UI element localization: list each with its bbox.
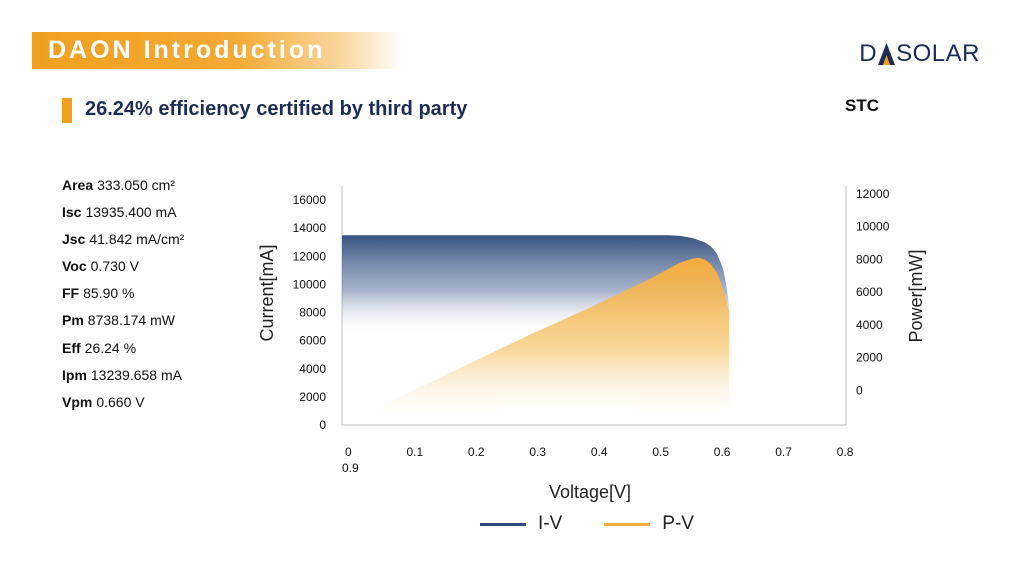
parameter-label: Jsc	[62, 231, 86, 248]
parameter-eff: Eff 26.24 %	[62, 340, 184, 367]
x-tick-label: 0.7	[775, 445, 792, 459]
y2-tick-label: 10000	[856, 220, 890, 234]
parameter-value: 333.050 cm²	[97, 177, 175, 193]
legend-swatch	[480, 522, 526, 526]
parameter-value: 0.660 V	[96, 393, 145, 410]
y-tick-label: 12000	[293, 249, 327, 263]
legend-swatch	[604, 522, 651, 526]
legend-label: I-V	[538, 513, 563, 534]
parameter-jsc: Jsc 41.842 mA/cm²	[62, 231, 184, 258]
x-tick-label: 0.8	[837, 445, 854, 459]
parameter-label: FF	[62, 285, 80, 302]
logo-letter-d: D	[859, 40, 878, 67]
y-tick-label: 14000	[293, 221, 327, 235]
series-iv-area	[342, 235, 730, 360]
y-tick-label: 10000	[293, 277, 327, 291]
y2-tick-label: 4000	[856, 318, 883, 332]
x-tick-label: 0.2	[468, 445, 485, 459]
y-tick-label: 8000	[299, 306, 326, 320]
page-title: DAON Introduction	[48, 36, 326, 64]
x-tick-label: 0	[345, 445, 352, 459]
parameter-value: 0.730 V	[90, 258, 139, 275]
parameter-label: Eff	[62, 339, 81, 356]
parameter-isc: Isc 13935.400 mA	[62, 204, 184, 231]
parameter-list: Area 333.050 cm² Isc 13935.400 mA Jsc 41.842 …	[62, 177, 184, 421]
parameter-pm: Pm 8738.174 mW	[62, 312, 184, 339]
parameter-ipm: Ipm 13239.658 mA	[62, 367, 184, 394]
chart-legend: I-V P-V	[480, 513, 736, 535]
x-tick-label: 0.6	[714, 445, 731, 459]
parameter-label: Ipm	[62, 366, 87, 383]
parameter-value: 13239.658 mA	[90, 366, 182, 383]
x-tick-label: 0.5	[652, 445, 669, 459]
x-tick-label: 0.3	[529, 445, 546, 459]
y-tick-label: 0	[319, 418, 326, 432]
y2-tick-label: 8000	[856, 252, 883, 266]
parameter-value: 26.24 %	[84, 339, 137, 356]
parameter-label: Pm	[62, 312, 84, 329]
logo-text-solar: SOLAR	[896, 40, 980, 67]
y-tick-label: 6000	[299, 334, 326, 348]
parameter-label: Isc	[62, 204, 82, 221]
x-tick-label-extra: 0.9	[342, 461, 359, 475]
legend-item-p-v: P-V	[604, 513, 694, 535]
condition-label: STC	[845, 96, 879, 115]
logo-a-mark	[878, 43, 896, 65]
header-bar	[32, 32, 402, 69]
parameter-label: Area	[62, 177, 94, 193]
parameter-value: 8738.174 mW	[87, 312, 175, 329]
parameter-area: Area 333.050 cm²	[62, 177, 184, 204]
parameter-value: 85.90 %	[83, 285, 135, 302]
y-tick-label: 2000	[299, 390, 326, 404]
company-logo: D SOLAR	[859, 40, 980, 68]
parameter-value: 13935.400 mA	[85, 204, 177, 221]
y-axis-label: Current[mA]	[257, 244, 277, 341]
parameter-ff: FF 85.90 %	[62, 285, 184, 312]
y2-tick-label: 0	[856, 383, 863, 397]
legend-label: P-V	[662, 513, 694, 534]
parameter-label: Voc	[62, 258, 87, 275]
x-tick-label: 0.1	[406, 445, 423, 459]
y2-tick-label: 12000	[856, 187, 890, 201]
y-tick-label: 4000	[299, 362, 326, 376]
parameter-voc: Voc 0.730 V	[62, 258, 184, 285]
subtitle-marker	[62, 98, 72, 123]
y2-axis-label: Power[mW]	[906, 249, 926, 342]
parameter-vpm: Vpm 0.660 V	[62, 394, 184, 421]
y2-tick-label: 6000	[856, 285, 883, 299]
subtitle: 26.24% efficiency certified by third par…	[85, 98, 468, 120]
x-tick-label: 0.4	[591, 445, 608, 459]
parameter-value: 41.842 mA/cm²	[89, 231, 185, 248]
y2-tick-label: 2000	[856, 351, 883, 365]
parameter-label: Vpm	[62, 393, 93, 410]
x-axis-label: Voltage[V]	[549, 482, 631, 502]
series-pv-area	[342, 257, 730, 425]
legend-item-i-v: I-V	[480, 513, 562, 535]
y-tick-label: 16000	[293, 193, 327, 207]
